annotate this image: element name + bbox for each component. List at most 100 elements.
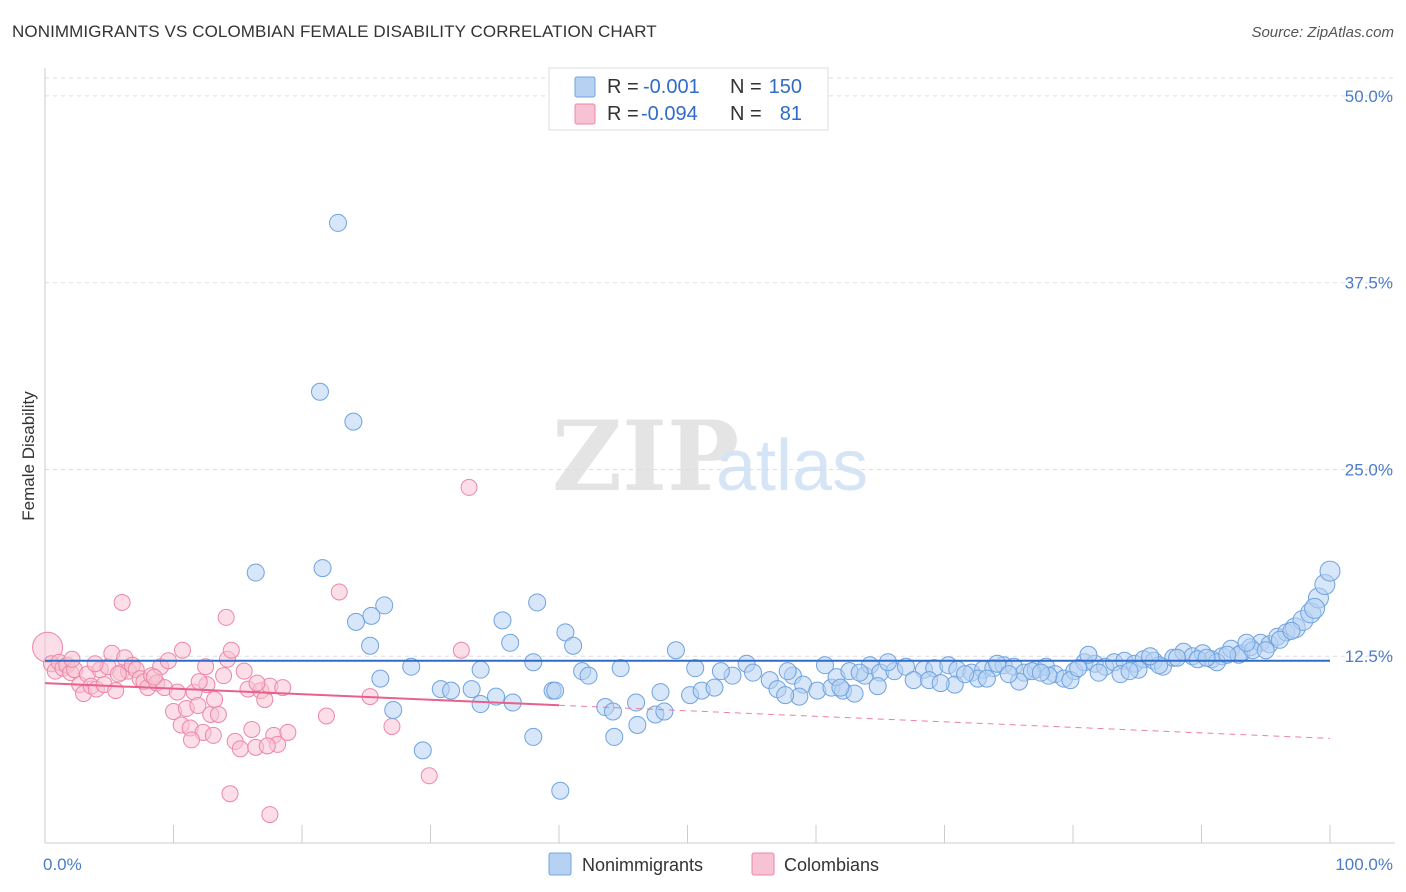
- y-axis-label: Female Disability: [19, 391, 38, 521]
- point-colombians: [274, 679, 292, 697]
- point-nonimmigrants: [686, 659, 705, 678]
- point-nonimmigrants: [362, 606, 381, 625]
- point-colombians: [204, 726, 222, 744]
- point-colombians: [113, 593, 131, 611]
- point-colombians: [109, 665, 127, 683]
- point-colombians: [206, 691, 224, 709]
- point-colombians: [86, 655, 104, 673]
- point-nonimmigrants: [1237, 633, 1256, 652]
- point-nonimmigrants: [988, 654, 1007, 673]
- point-colombians: [317, 707, 335, 725]
- point-nonimmigrants: [471, 695, 490, 714]
- y-tick-labels: 12.5% 25.0% 37.5% 50.0%: [1345, 87, 1393, 666]
- point-colombians: [231, 740, 249, 758]
- x-tick-labels: 0.0% 100.0%: [43, 855, 1393, 874]
- legend: R = -0.001 N = 150 R = -0.094 N = 81: [548, 67, 829, 131]
- trend-lines: [44, 659, 1331, 739]
- point-colombians: [215, 667, 233, 685]
- point-colombians: [460, 478, 478, 496]
- point-colombians: [261, 806, 279, 824]
- point-nonimmigrants: [524, 727, 543, 746]
- source-credit: Source: ZipAtlas.com: [1251, 24, 1394, 41]
- point-colombians: [258, 737, 276, 755]
- point-colombians: [330, 583, 348, 601]
- bottom-legend-swatch-nonimmigrants: [548, 852, 572, 876]
- legend-swatch-nonimmigrants: [574, 76, 596, 98]
- point-nonimmigrants: [999, 665, 1018, 684]
- point-nonimmigrants: [471, 660, 490, 679]
- point-nonimmigrants: [1089, 663, 1108, 682]
- point-colombians: [452, 641, 470, 659]
- axes: [44, 68, 1395, 844]
- legend-r-value-2: -0.094: [641, 103, 698, 125]
- point-nonimmigrants: [1141, 647, 1160, 666]
- bottom-legend: Nonimmigrants Colombians: [548, 852, 879, 876]
- point-colombians: [190, 673, 208, 691]
- point-colombians: [222, 641, 240, 659]
- point-nonimmigrants: [931, 674, 950, 693]
- trend-line-colombians-projection: [558, 704, 1331, 739]
- point-nonimmigrants: [346, 612, 365, 631]
- point-nonimmigrants: [666, 641, 685, 660]
- point-colombians: [209, 706, 227, 724]
- point-nonimmigrants: [605, 727, 624, 746]
- trend-line-colombians: [44, 682, 560, 707]
- legend-r-label-1: R =: [607, 76, 639, 98]
- point-nonimmigrants: [776, 686, 795, 705]
- series-nonimmigrants: [246, 213, 1341, 800]
- point-colombians: [221, 785, 239, 803]
- point-colombians: [217, 608, 235, 626]
- point-nonimmigrants: [551, 781, 570, 800]
- point-nonimmigrants: [904, 671, 923, 690]
- point-nonimmigrants: [564, 636, 583, 655]
- point-nonimmigrants: [831, 678, 850, 697]
- point-nonimmigrants: [313, 559, 332, 578]
- point-nonimmigrants: [371, 669, 390, 688]
- point-nonimmigrants: [528, 593, 547, 612]
- point-nonimmigrants: [956, 665, 975, 684]
- y-tick-label-3: 50.0%: [1345, 87, 1393, 106]
- legend-r-label-2: R =: [607, 103, 639, 125]
- point-nonimmigrants: [1168, 648, 1187, 667]
- point-nonimmigrants: [651, 683, 670, 702]
- point-nonimmigrants: [896, 657, 915, 676]
- point-colombians: [248, 674, 266, 692]
- point-nonimmigrants: [328, 213, 347, 232]
- point-colombians: [63, 650, 81, 668]
- point-nonimmigrants: [375, 596, 394, 615]
- point-nonimmigrants: [878, 653, 897, 672]
- point-colombians: [182, 731, 200, 749]
- watermark-atlas: atlas: [716, 426, 868, 506]
- x-tick-label-1: 100.0%: [1335, 855, 1393, 874]
- legend-swatch-colombians: [574, 103, 596, 125]
- point-nonimmigrants: [579, 666, 598, 685]
- bottom-legend-label-nonimmigrants: Nonimmigrants: [582, 855, 703, 875]
- point-nonimmigrants: [611, 659, 630, 678]
- point-colombians: [243, 720, 261, 738]
- point-nonimmigrants: [1218, 645, 1237, 664]
- legend-n-label-2: N =: [730, 103, 762, 125]
- point-colombians: [420, 767, 438, 785]
- point-nonimmigrants: [310, 382, 329, 401]
- legend-n-value-1: 150: [769, 76, 802, 98]
- point-colombians: [235, 662, 253, 680]
- point-nonimmigrants: [711, 662, 730, 681]
- point-nonimmigrants: [402, 657, 421, 676]
- point-colombians: [145, 668, 163, 686]
- chart-title: NONIMMIGRANTS VS COLOMBIAN FEMALE DISABI…: [12, 22, 657, 41]
- point-nonimmigrants: [462, 680, 481, 699]
- point-colombians: [168, 683, 186, 701]
- y-tick-label-1: 25.0%: [1345, 460, 1393, 479]
- point-colombians: [279, 723, 297, 741]
- legend-n-label-1: N =: [730, 76, 762, 98]
- point-colombians: [383, 717, 401, 735]
- y-tick-label-0: 12.5%: [1345, 647, 1393, 666]
- series-colombians: [32, 478, 478, 824]
- point-nonimmigrants: [1069, 659, 1088, 678]
- x-tick-label-0: 0.0%: [43, 855, 82, 874]
- point-nonimmigrants: [655, 702, 674, 721]
- point-nonimmigrants: [705, 678, 724, 697]
- y-tick-label-2: 37.5%: [1345, 274, 1393, 293]
- point-nonimmigrants: [442, 681, 461, 700]
